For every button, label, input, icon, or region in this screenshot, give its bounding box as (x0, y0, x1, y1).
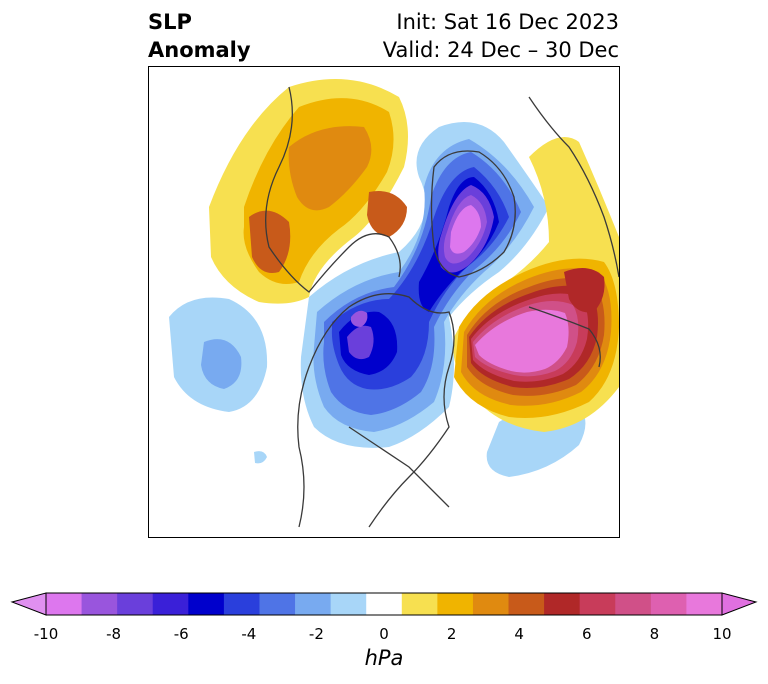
colorbar-tick-label: 8 (649, 625, 660, 643)
colorbar-over-triangle (721, 592, 758, 616)
colorbar-cell (508, 593, 545, 615)
colorbar-cell (330, 593, 367, 615)
colorbar-cell (437, 593, 474, 615)
colorbar-tick-label: 6 (582, 625, 592, 643)
colorbar-cell (650, 593, 687, 615)
colorbar-cell (544, 593, 581, 615)
colorbar-cell (46, 593, 83, 615)
colorbar-cell (81, 593, 118, 615)
colorbar-tick-label: 10 (712, 625, 732, 643)
colorbar-cell (401, 593, 438, 615)
anomaly-map (169, 79, 619, 528)
colorbar-border (45, 592, 723, 616)
colorbar-tick-label: 2 (446, 625, 457, 643)
unit-label: hPa (364, 646, 404, 670)
title-line-2: Anomaly (148, 38, 251, 62)
colorbar-cell (259, 593, 296, 615)
coastlines (265, 86, 619, 528)
colorbar-cell (686, 593, 723, 615)
colorbar-cell (295, 593, 332, 615)
init-date: Init: Sat 16 Dec 2023 (396, 10, 619, 34)
colorbar-tick-label: 4 (514, 625, 524, 643)
negative-anomaly-core (347, 185, 494, 360)
colorbar-tick-label: -10 (33, 625, 59, 643)
colorbar-cell (152, 593, 189, 615)
colorbar-cell (366, 593, 403, 615)
date-info: Init: Sat 16 Dec 2023 Valid: 24 Dec – 30… (383, 8, 619, 64)
colorbar-tick-label: -4 (241, 625, 257, 643)
map-title: SLP Anomaly (148, 8, 251, 64)
colorbar-cell (615, 593, 652, 615)
colorbar-cell (117, 593, 154, 615)
colorbar-tick-label: -6 (173, 625, 189, 643)
colorbar-cell (579, 593, 616, 615)
positive-anomaly-atlantic (454, 258, 619, 418)
colorbar-cell (188, 593, 225, 615)
title-line-1: SLP (148, 10, 192, 34)
colorbar-tick-label: 0 (379, 625, 389, 643)
colorbar (10, 592, 758, 616)
colorbar-tick-label: -2 (308, 625, 324, 643)
colorbar-under-triangle (10, 592, 47, 616)
colorbar-cell (472, 593, 510, 615)
colorbar-cell (223, 593, 260, 615)
map-panel (148, 66, 620, 538)
valid-range: Valid: 24 Dec – 30 Dec (382, 38, 619, 62)
colorbar-tick-label: -8 (106, 625, 122, 643)
